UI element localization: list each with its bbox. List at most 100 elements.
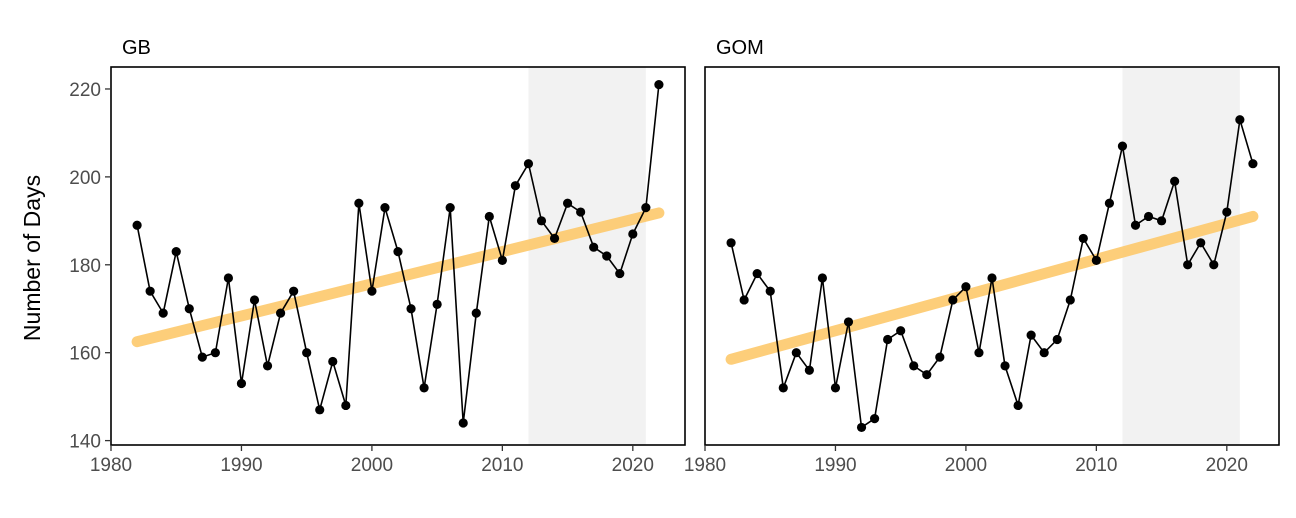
gb-point-2021 xyxy=(641,203,651,213)
gb-y-tick-label-200: 200 xyxy=(69,168,101,189)
gb-point-2006 xyxy=(445,203,455,213)
gb-point-1983 xyxy=(145,286,155,296)
gom-x-tick-label-2000: 2000 xyxy=(945,455,987,476)
gb-y-tick-label-140: 140 xyxy=(69,432,101,453)
gb-point-1982 xyxy=(132,220,142,230)
gom-point-2013 xyxy=(1130,220,1141,230)
gom-point-1997 xyxy=(922,370,932,380)
gb-point-2008 xyxy=(471,308,481,318)
gom-x-tick-label-1990: 1990 xyxy=(814,455,856,476)
gom-point-2011 xyxy=(1104,198,1115,208)
panel-gom: 1980 1990 2000 2010 2020 GOM xyxy=(684,37,1280,476)
gb-x-tick-label-2000: 2000 xyxy=(351,455,393,476)
gom-point-2008 xyxy=(1065,295,1075,305)
gom-point-2019 xyxy=(1209,260,1219,270)
gom-point-2007 xyxy=(1052,334,1062,345)
gb-point-2010 xyxy=(497,255,507,265)
panel-gb: 1980 1990 2000 2010 2020 140 160 180 200 220 GB xyxy=(69,37,686,476)
gb-point-2020 xyxy=(628,229,638,239)
y-axis-title: Number of Days xyxy=(19,175,45,341)
gom-point-2015 xyxy=(1156,216,1167,226)
gb-point-1998 xyxy=(341,400,351,411)
gom-x-tick-label-1980: 1980 xyxy=(684,455,726,476)
gb-point-2007 xyxy=(458,418,468,428)
gb-point-1994 xyxy=(289,286,299,296)
gom-point-1991 xyxy=(843,317,854,327)
gb-point-2011 xyxy=(510,181,521,191)
gom-point-2012 xyxy=(1117,141,1128,151)
gom-point-1999 xyxy=(948,295,958,305)
gom-trend-line xyxy=(725,210,1259,365)
gb-point-1992 xyxy=(262,361,273,371)
gom-point-1998 xyxy=(935,352,945,362)
gb-y-tick-label-220: 220 xyxy=(69,80,101,101)
gom-point-1992 xyxy=(856,422,867,433)
gom-point-2016 xyxy=(1170,176,1180,186)
gom-point-2017 xyxy=(1183,260,1193,270)
gb-point-1993 xyxy=(275,308,286,318)
gb-point-2019 xyxy=(615,268,625,279)
gb-point-2001 xyxy=(380,203,390,213)
gom-point-2021 xyxy=(1235,115,1245,125)
gom-point-2001 xyxy=(974,348,984,358)
gb-point-2000 xyxy=(367,286,377,296)
gom-point-1993 xyxy=(869,414,880,424)
gom-point-2003 xyxy=(1000,361,1010,371)
gb-point-2013 xyxy=(536,216,547,226)
gb-point-2018 xyxy=(602,251,612,261)
gb-point-2003 xyxy=(406,304,416,314)
gom-point-2020 xyxy=(1222,207,1232,217)
gom-panel-title: GOM xyxy=(716,37,764,59)
gb-y-tick-label-180: 180 xyxy=(69,256,101,277)
gb-point-2005 xyxy=(432,299,442,309)
gom-point-1995 xyxy=(896,326,906,336)
gb-point-1995 xyxy=(302,348,312,358)
gb-point-1991 xyxy=(249,295,260,305)
gb-point-2015 xyxy=(562,198,573,208)
gb-point-1989 xyxy=(223,273,234,283)
gom-point-1989 xyxy=(817,273,828,283)
gom-point-2000 xyxy=(961,282,971,292)
gom-point-1987 xyxy=(791,348,801,358)
gb-point-2012 xyxy=(523,159,534,169)
gb-point-2009 xyxy=(484,211,494,222)
gb-point-2017 xyxy=(589,242,599,252)
gom-x-tick-label-2020: 2020 xyxy=(1206,455,1248,476)
gom-point-2009 xyxy=(1078,233,1088,244)
gom-point-2004 xyxy=(1013,400,1023,411)
gom-point-1990 xyxy=(830,383,841,393)
gom-point-1986 xyxy=(778,383,788,393)
gom-point-1985 xyxy=(765,286,775,296)
gb-panel-title: GB xyxy=(122,37,151,59)
gb-point-2004 xyxy=(419,383,429,393)
gb-point-1987 xyxy=(197,352,207,362)
gom-point-2006 xyxy=(1039,348,1049,358)
gb-x-tick-label-1980: 1980 xyxy=(90,455,132,476)
gom-x-tick-label-2010: 2010 xyxy=(1075,455,1117,476)
gom-point-2022 xyxy=(1248,159,1258,169)
gom-point-2005 xyxy=(1026,330,1036,340)
gb-y-tick-label-160: 160 xyxy=(69,344,101,365)
gb-x-tick-label-2010: 2010 xyxy=(481,455,523,476)
gb-point-2016 xyxy=(576,207,586,217)
gb-point-2002 xyxy=(393,247,403,257)
gom-point-1982 xyxy=(726,238,736,248)
gb-point-2022 xyxy=(654,79,664,90)
gb-shaded-region xyxy=(528,67,646,445)
gb-point-1990 xyxy=(236,378,247,389)
gom-panel-border xyxy=(704,66,1280,446)
gom-point-1988 xyxy=(804,365,814,375)
gb-point-1996 xyxy=(315,405,325,415)
gb-point-1999 xyxy=(354,198,364,208)
gb-point-1986 xyxy=(184,304,194,314)
gb-point-2014 xyxy=(549,233,560,244)
gom-shaded-region xyxy=(1122,67,1240,445)
gom-point-1984 xyxy=(752,268,762,279)
gom-point-1996 xyxy=(909,361,919,371)
gb-point-1984 xyxy=(158,308,168,318)
gb-x-tick-label-1990: 1990 xyxy=(220,455,262,476)
gom-point-2014 xyxy=(1143,211,1154,222)
gb-trend-line xyxy=(131,207,665,348)
gb-point-1997 xyxy=(328,356,338,367)
